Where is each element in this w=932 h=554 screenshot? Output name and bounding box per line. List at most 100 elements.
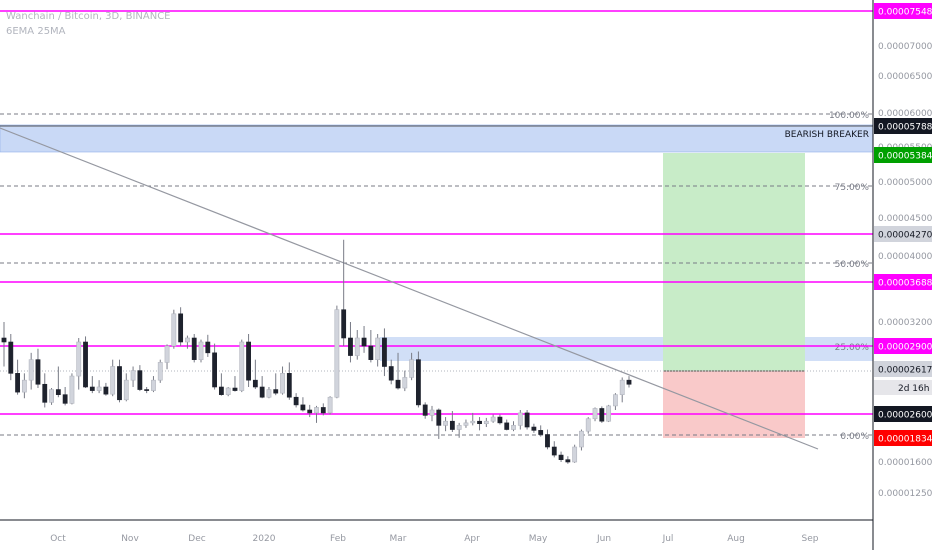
candle (592, 407, 598, 422)
candle (191, 334, 197, 363)
candle (273, 373, 279, 396)
candle (599, 406, 605, 423)
candle (368, 330, 374, 363)
candle (504, 419, 510, 431)
candle (117, 359, 122, 403)
candle (409, 352, 415, 381)
time-axis-tick: Jul (662, 534, 674, 544)
candle (382, 328, 387, 377)
candle (545, 429, 550, 450)
candle-body (76, 341, 82, 377)
time-axis-tick: Apr (464, 534, 480, 544)
time-axis-tick: 2020 (253, 534, 276, 544)
time-axis-tick: Aug (727, 534, 745, 544)
candle-body (28, 359, 34, 381)
candle-body (69, 375, 75, 404)
level-price-label: 0.00003688 (874, 274, 932, 290)
candle-body (497, 416, 503, 424)
candle-body (164, 345, 170, 363)
price-axis-tick: 0.00006500 (878, 72, 932, 82)
candle (96, 380, 102, 394)
candle-body (422, 404, 428, 416)
candle (137, 365, 143, 392)
candle-body (599, 408, 605, 422)
bearish-breaker-zone (0, 124, 874, 153)
candle (341, 239, 347, 346)
bearish-breaker-label: BEARISH BREAKER (785, 130, 869, 140)
candle (348, 322, 353, 363)
fib-level-label: 75.00% (835, 183, 870, 193)
candle-body (137, 370, 143, 390)
candle-body (35, 359, 41, 385)
candle (42, 373, 48, 408)
candle-body (259, 386, 265, 398)
candle (178, 307, 184, 346)
position-profit-zone (663, 153, 805, 371)
candle-body (8, 341, 14, 374)
time-axis-tick: Feb (330, 534, 346, 544)
candle-body (130, 370, 136, 381)
candle-body (49, 389, 54, 403)
candle-body (579, 430, 584, 448)
stop-price-label-text: 0.00001834 (878, 435, 932, 445)
candle (300, 397, 306, 412)
candle (436, 408, 442, 439)
candle-body (538, 430, 544, 435)
time-axis-tick: Nov (121, 534, 139, 544)
candle-body (300, 404, 306, 411)
candle (232, 376, 238, 392)
candle (422, 402, 428, 419)
candle (320, 403, 326, 416)
candle (606, 404, 612, 423)
candle (259, 376, 265, 399)
candle-body (314, 407, 319, 414)
candle (314, 405, 319, 423)
candle-body (307, 409, 313, 414)
candle (164, 344, 170, 370)
candle (185, 335, 190, 349)
candle-body (409, 359, 415, 378)
candle (470, 412, 476, 426)
candle-body (123, 379, 129, 401)
level-price-label: 0.00007548 (874, 3, 932, 19)
candle (28, 352, 34, 390)
position-loss-zone (663, 371, 805, 438)
candle (354, 330, 360, 360)
candle-body (449, 420, 455, 430)
candle-body (144, 389, 150, 391)
candle-body (96, 386, 102, 391)
candle (483, 417, 489, 428)
descending-trendline (0, 127, 819, 450)
price-axis-tick: 0.00004000 (878, 252, 932, 262)
entry-price-label: 0.00002617 (874, 361, 932, 377)
time-axis-tick: Dec (188, 534, 205, 544)
price-axis-tick: 0.00003200 (878, 318, 932, 328)
candle-body (456, 425, 462, 430)
candle-body (185, 337, 190, 343)
candle-body (218, 386, 224, 395)
candle (293, 393, 299, 408)
candle-body (402, 377, 408, 389)
level-price-label-bg (874, 226, 932, 242)
candle (538, 425, 544, 437)
stop-price-label: 0.00001834 (874, 430, 932, 446)
entry-price-label-bg (874, 361, 932, 377)
candle (8, 334, 14, 381)
candle-body (320, 407, 326, 414)
candle-body (558, 454, 564, 460)
candle (1, 322, 7, 367)
entry-price-label-text: 0.00002617 (878, 366, 932, 376)
candle (198, 339, 204, 363)
level-price-label: 0.00004270 (874, 226, 932, 242)
level-price-label-text: 0.00007548 (878, 8, 932, 18)
candle (307, 404, 313, 418)
candle-body (103, 386, 109, 395)
candle (375, 334, 381, 367)
price-axis-tick: 0.00007000 (878, 42, 932, 52)
candle-body (334, 309, 340, 398)
candle (212, 343, 218, 390)
price-axis-tick: 0.00001250 (878, 489, 932, 499)
candle-body (436, 409, 442, 426)
